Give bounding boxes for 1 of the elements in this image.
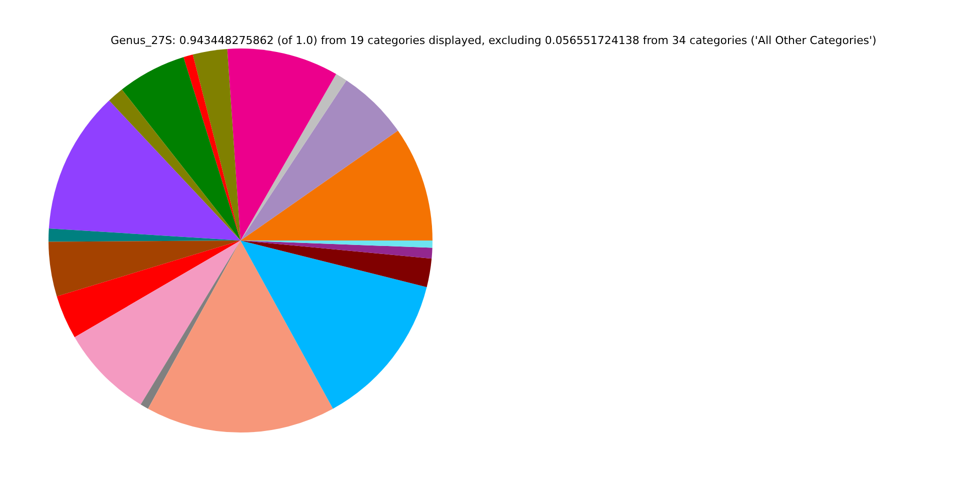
text: Genus_27S: 0.943448275862 (of 1.0) from 19 categories displayed, excluding 0.056551724138 from 34 categories ('All Other Categories') <box>110 34 876 47</box>
